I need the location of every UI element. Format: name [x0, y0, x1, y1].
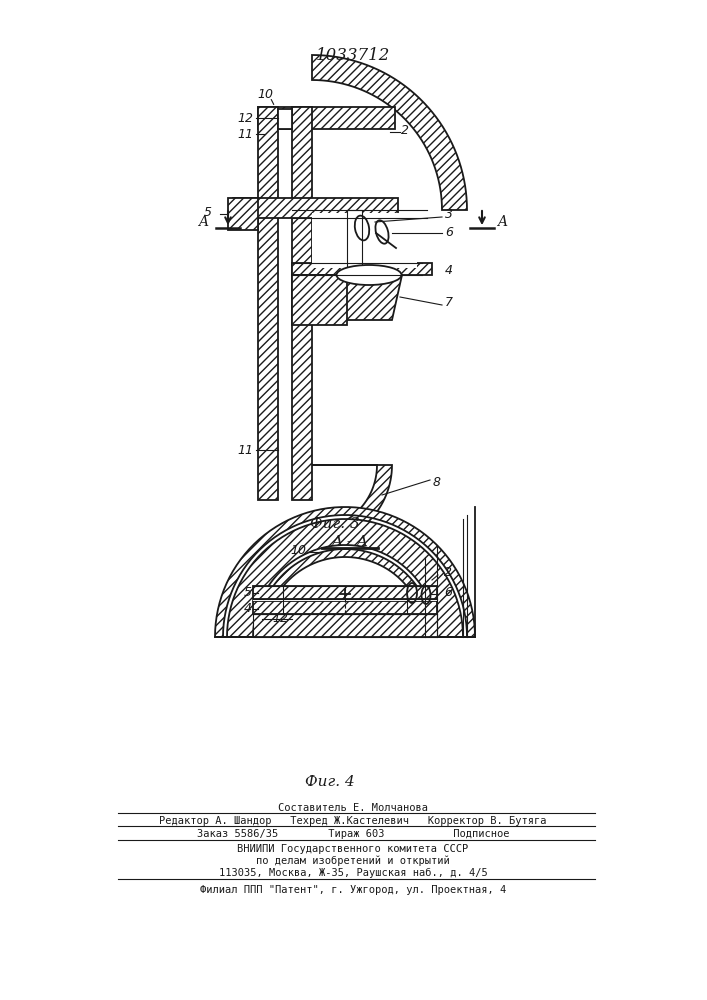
Text: ВНИИПИ Государственного комитета СССР: ВНИИПИ Государственного комитета СССР	[238, 844, 469, 854]
Bar	[278, 109, 292, 129]
Text: 8: 8	[433, 476, 441, 488]
Polygon shape	[292, 263, 432, 275]
Text: 6: 6	[444, 586, 452, 599]
Text: 5: 5	[204, 207, 212, 220]
Text: Фиг. 3: Фиг. 3	[310, 517, 360, 531]
Polygon shape	[258, 107, 395, 129]
Polygon shape	[253, 614, 437, 637]
Polygon shape	[227, 519, 463, 637]
Polygon shape	[233, 198, 398, 218]
Text: 7: 7	[445, 296, 453, 310]
Polygon shape	[258, 107, 278, 500]
Polygon shape	[337, 275, 402, 320]
Text: 2: 2	[401, 123, 409, 136]
Bar	[347, 210, 362, 275]
Text: 113035, Москва, Ж-35, Раушская наб., д. 4/5: 113035, Москва, Ж-35, Раушская наб., д. …	[218, 868, 487, 878]
Polygon shape	[257, 549, 433, 637]
Text: по делам изобретений и открытий: по делам изобретений и открытий	[256, 856, 450, 866]
Ellipse shape	[337, 265, 402, 285]
Text: Фиг. 4: Фиг. 4	[305, 775, 355, 789]
Bar	[312, 213, 417, 268]
Text: 12: 12	[272, 612, 288, 626]
Polygon shape	[253, 586, 437, 599]
Polygon shape	[253, 601, 437, 614]
Text: Заказ 5586/35        Тираж 603           Подписное: Заказ 5586/35 Тираж 603 Подписное	[197, 829, 509, 839]
Polygon shape	[215, 507, 475, 637]
Text: 12: 12	[237, 111, 253, 124]
Text: Редактор А. Шандор   Техред Ж.Кастелевич   Корректор В. Бутяга: Редактор А. Шандор Техред Ж.Кастелевич К…	[159, 816, 547, 826]
Text: A: A	[198, 215, 208, 229]
Polygon shape	[292, 107, 312, 500]
Text: 11: 11	[237, 444, 253, 456]
Polygon shape	[292, 275, 347, 325]
Text: Составитель Е. Молчанова: Составитель Е. Молчанова	[278, 803, 428, 813]
Text: 2: 2	[444, 566, 452, 580]
Text: A - A: A - A	[332, 535, 368, 549]
Text: 5: 5	[244, 586, 252, 599]
Text: 10: 10	[257, 89, 273, 102]
Bar	[253, 599, 437, 601]
Text: 6: 6	[445, 226, 453, 238]
Text: 4: 4	[244, 602, 252, 615]
Text: 4: 4	[445, 263, 453, 276]
Text: 1033712: 1033712	[316, 46, 390, 64]
Text: Филиал ППП "Патент", г. Ужгород, ул. Проектная, 4: Филиал ППП "Патент", г. Ужгород, ул. Про…	[200, 885, 506, 895]
Text: A: A	[497, 215, 507, 229]
Polygon shape	[228, 198, 258, 230]
Polygon shape	[312, 55, 467, 210]
Polygon shape	[312, 465, 392, 544]
Text: 10: 10	[290, 544, 306, 556]
Text: 11: 11	[237, 127, 253, 140]
Text: 3: 3	[445, 209, 453, 222]
